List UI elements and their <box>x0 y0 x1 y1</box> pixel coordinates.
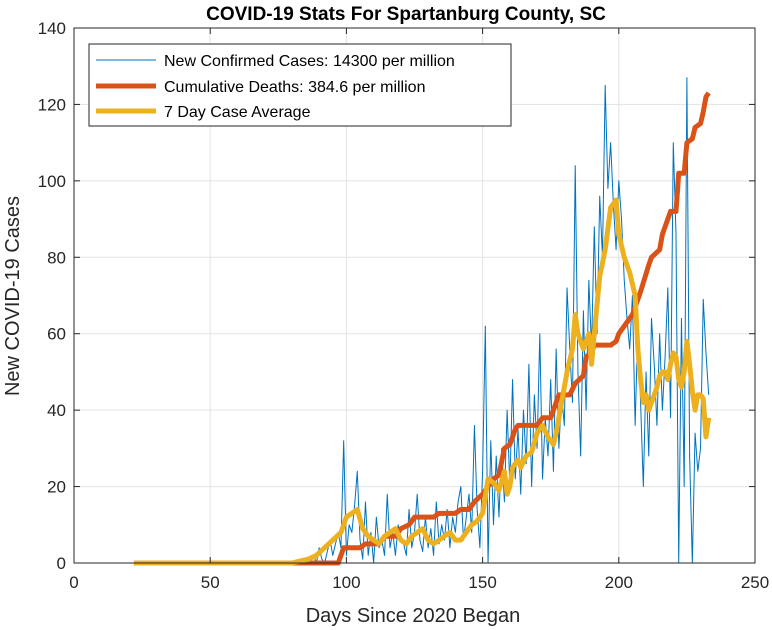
y-tick-label: 80 <box>47 248 66 267</box>
legend-label-new-cases: New Confirmed Cases: 14300 per million <box>164 53 455 70</box>
grid <box>74 28 755 563</box>
y-axis-ticks: 0 20 40 60 80 100 120 140 <box>38 19 755 573</box>
x-axis-ticks: 0 50 100 150 200 250 <box>69 28 769 592</box>
chart-title: COVID-19 Stats For Spartanburg County, S… <box>206 4 606 25</box>
series-line-2 <box>133 197 712 566</box>
legend-entry-new-cases: New Confirmed Cases: 14300 per million <box>96 53 455 70</box>
x-tick-label: 50 <box>201 573 220 592</box>
y-tick-label: 0 <box>57 554 66 573</box>
legend-entry-7-day-average: 7 Day Case Average <box>96 104 311 121</box>
x-axis-label: Days Since 2020 Began <box>306 605 521 627</box>
x-tick-label: 0 <box>69 573 78 592</box>
plot-border <box>73 27 756 564</box>
legend-label-cumulative-deaths: Cumulative Deaths: 384.6 per million <box>164 79 425 96</box>
x-tick-label: 200 <box>605 573 633 592</box>
y-tick-label: 60 <box>47 325 66 344</box>
legend-box <box>88 43 512 127</box>
y-tick-label: 100 <box>38 172 66 191</box>
x-tick-label: 100 <box>332 573 360 592</box>
x-tick-label: 150 <box>468 573 496 592</box>
legend: New Confirmed Cases: 14300 per million C… <box>88 43 512 127</box>
legend-label-7-day-average: 7 Day Case Average <box>164 104 311 121</box>
legend-entry-cumulative-deaths: Cumulative Deaths: 384.6 per million <box>96 79 425 96</box>
x-tick-label: 250 <box>741 573 769 592</box>
y-tick-label: 40 <box>47 401 66 420</box>
y-tick-label: 140 <box>38 19 66 38</box>
series-layer <box>133 77 712 566</box>
series-line-1 <box>133 91 711 566</box>
y-axis-label: New COVID-19 Cases <box>2 196 24 396</box>
y-tick-label: 120 <box>38 95 66 114</box>
y-tick-label: 20 <box>47 478 66 497</box>
